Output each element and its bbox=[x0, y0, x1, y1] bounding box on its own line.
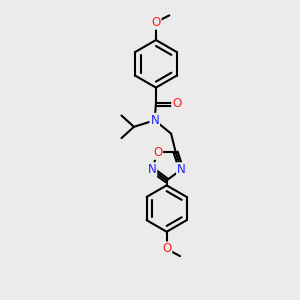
Text: O: O bbox=[172, 97, 182, 110]
Text: N: N bbox=[148, 163, 156, 176]
Text: N: N bbox=[150, 114, 159, 127]
Text: O: O bbox=[153, 146, 162, 159]
Text: O: O bbox=[151, 16, 160, 29]
Text: N: N bbox=[177, 163, 186, 176]
Text: O: O bbox=[162, 242, 171, 256]
